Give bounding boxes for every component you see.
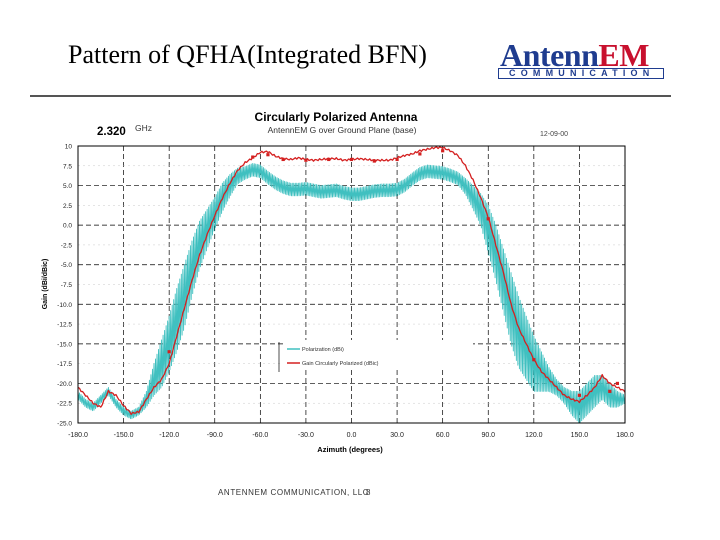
y-tick-label: -20.0 — [57, 381, 72, 388]
y-tick-label: -12.5 — [57, 322, 72, 329]
chart-subtitle: AntennEM G over Ground Plane (base) — [268, 125, 417, 135]
date-label: 12-09-00 — [540, 131, 568, 138]
y-tick-label: 2.5 — [63, 203, 72, 210]
x-tick-label: 30.0 — [390, 432, 404, 439]
y-tick-label: -2.5 — [61, 242, 73, 249]
series-marker-gain — [608, 390, 611, 393]
page-number: 8 — [366, 488, 370, 497]
x-tick-label: 0.0 — [347, 432, 357, 439]
series-marker-gain — [373, 159, 376, 162]
x-tick-label: -60.0 — [252, 432, 268, 439]
y-tick-label: -25.0 — [57, 421, 72, 428]
y-tick-label: -7.5 — [61, 282, 73, 289]
x-tick-label: 120.0 — [525, 432, 543, 439]
chart-title: Circularly Polarized Antenna — [255, 110, 418, 124]
legend-label-gain: Gain Circularly Polarized (dBic) — [302, 361, 379, 367]
y-tick-label: -17.5 — [57, 361, 72, 368]
footer-organization: ANTENNEM COMMUNICATION, LLC — [218, 488, 369, 497]
series-marker-gain — [327, 158, 330, 161]
x-tick-label: -150.0 — [114, 432, 134, 439]
series-marker-gain — [168, 350, 171, 353]
x-tick-label: 90.0 — [481, 432, 495, 439]
legend: Polarization (dBi) Gain Circularly Polar… — [279, 340, 473, 372]
x-tick-label: -90.0 — [207, 432, 223, 439]
x-tick-label: 60.0 — [436, 432, 450, 439]
y-tick-label: 7.5 — [63, 163, 72, 170]
y-tick-label: 5.0 — [63, 183, 72, 190]
x-tick-label: -120.0 — [159, 432, 179, 439]
frequency-unit: GHz — [135, 123, 152, 133]
y-tick-label: -15.0 — [57, 341, 72, 348]
series-marker-gain — [441, 149, 444, 152]
y-axis-label: Gain (dBi/dBic) — [42, 259, 49, 310]
y-tick-label: 0.0 — [63, 223, 72, 230]
x-axis-label: Azimuth (degrees) — [317, 445, 383, 454]
series-marker-gain — [578, 394, 581, 397]
x-tick-label: 150.0 — [571, 432, 589, 439]
y-tick-label: -5.0 — [61, 262, 73, 269]
series-marker-gain — [532, 358, 535, 361]
series-marker-gain — [418, 152, 421, 155]
series-marker-gain — [616, 382, 619, 385]
y-tick-label: 10 — [65, 144, 73, 151]
series-marker-gain — [266, 153, 269, 156]
series-marker-gain — [487, 217, 490, 220]
x-tick-label: 180.0 — [616, 432, 634, 439]
frequency-value: 2.320 — [97, 126, 126, 138]
x-tick-label: -180.0 — [68, 432, 88, 439]
x-tick-label: -30.0 — [298, 432, 314, 439]
y-tick-label: -22.5 — [57, 401, 72, 408]
series-marker-gain — [350, 158, 353, 161]
series-marker-gain — [282, 158, 285, 161]
y-tick-label: -10.0 — [57, 302, 72, 309]
legend-label-polarization: Polarization (dBi) — [302, 347, 344, 353]
series-marker-gain — [395, 158, 398, 161]
series-marker-gain — [304, 159, 307, 162]
series-marker-gain — [251, 155, 254, 158]
